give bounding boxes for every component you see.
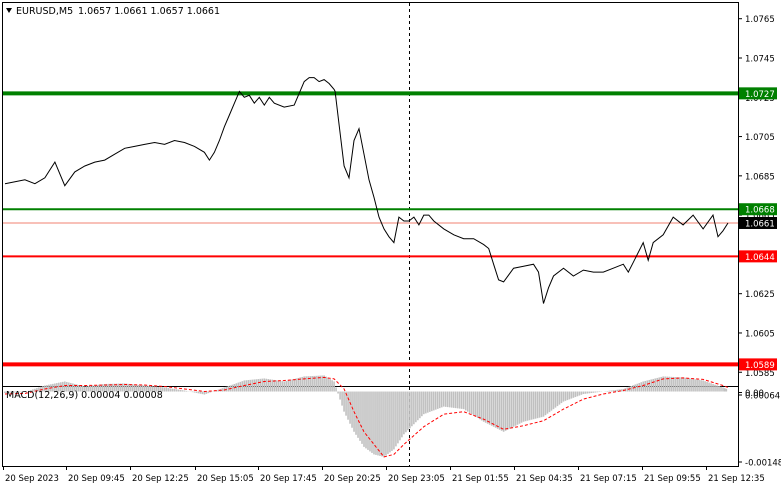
dropdown-triangle-icon[interactable] <box>6 8 12 13</box>
macd-signal-line <box>4 376 729 458</box>
macd-title: MACD(12,26,9) 0.00004 0.00008 <box>6 390 163 401</box>
macd-tick-label: 0.00064 <box>745 392 780 402</box>
price-axis: 1.07651.07451.07251.07051.06851.06651.06… <box>738 15 777 379</box>
time-tick-label: 20 Sep 15:05 <box>197 474 254 484</box>
level-price-label: 1.0644 <box>745 253 775 263</box>
level-price-label: 1.0668 <box>745 206 775 216</box>
time-tick-label: 20 Sep 23:05 <box>388 474 445 484</box>
ohlc-values: 1.0657 1.0661 1.0657 1.0661 <box>78 6 220 17</box>
price-tick-label: 1.0765 <box>745 15 775 25</box>
macd-tick-label: 0.00 <box>745 389 764 399</box>
time-axis: 20 Sep 2023 20 Sep 09:45 20 Sep 12:25 20 Se… <box>3 466 765 484</box>
price-tick-label: 1.0685 <box>745 172 775 182</box>
price-tick-label: 1.0625 <box>745 290 775 300</box>
price-tick-label: 1.0705 <box>745 133 775 143</box>
price-series-line <box>4 77 729 304</box>
price-tick-label: 1.0605 <box>745 329 775 339</box>
level-price-tag-red <box>739 250 777 263</box>
time-tick-label: 20 Sep 09:45 <box>68 474 125 484</box>
time-tick-label: 20 Sep 2023 <box>5 474 59 484</box>
time-tick-label: 21 Sep 07:15 <box>580 474 637 484</box>
time-tick-label: 20 Sep 12:25 <box>132 474 189 484</box>
bid-price-label: 1.0661 <box>745 219 775 229</box>
time-tick-label: 21 Sep 12:35 <box>708 474 765 484</box>
price-tick-label: 1.0745 <box>745 54 775 64</box>
level-price-tag-green <box>739 203 777 216</box>
time-tick-label: 20 Sep 17:45 <box>260 474 317 484</box>
chart-header[interactable]: EURUSD,M5 1.0657 1.0661 1.0657 1.0661 <box>6 6 220 17</box>
level-price-tag-green <box>739 87 777 100</box>
symbol-label: EURUSD,M5 <box>16 6 73 17</box>
price-tick-label: 1.0585 <box>745 369 775 379</box>
level-price-tag-red <box>739 358 777 371</box>
price-panel <box>3 77 738 367</box>
time-tick-label: 20 Sep 20:25 <box>324 474 381 484</box>
time-tick-label: 21 Sep 04:35 <box>516 474 573 484</box>
price-tick-label: 1.0665 <box>745 212 775 222</box>
time-tick-label: 21 Sep 09:55 <box>644 474 701 484</box>
level-price-label: 1.0589 <box>745 361 775 371</box>
level-price-label: 1.0727 <box>745 90 775 100</box>
macd-tick-label: -0.00148 <box>745 459 781 469</box>
bid-price-tag <box>739 216 777 229</box>
macd-panel <box>4 375 729 458</box>
time-tick-label: 21 Sep 01:55 <box>452 474 509 484</box>
